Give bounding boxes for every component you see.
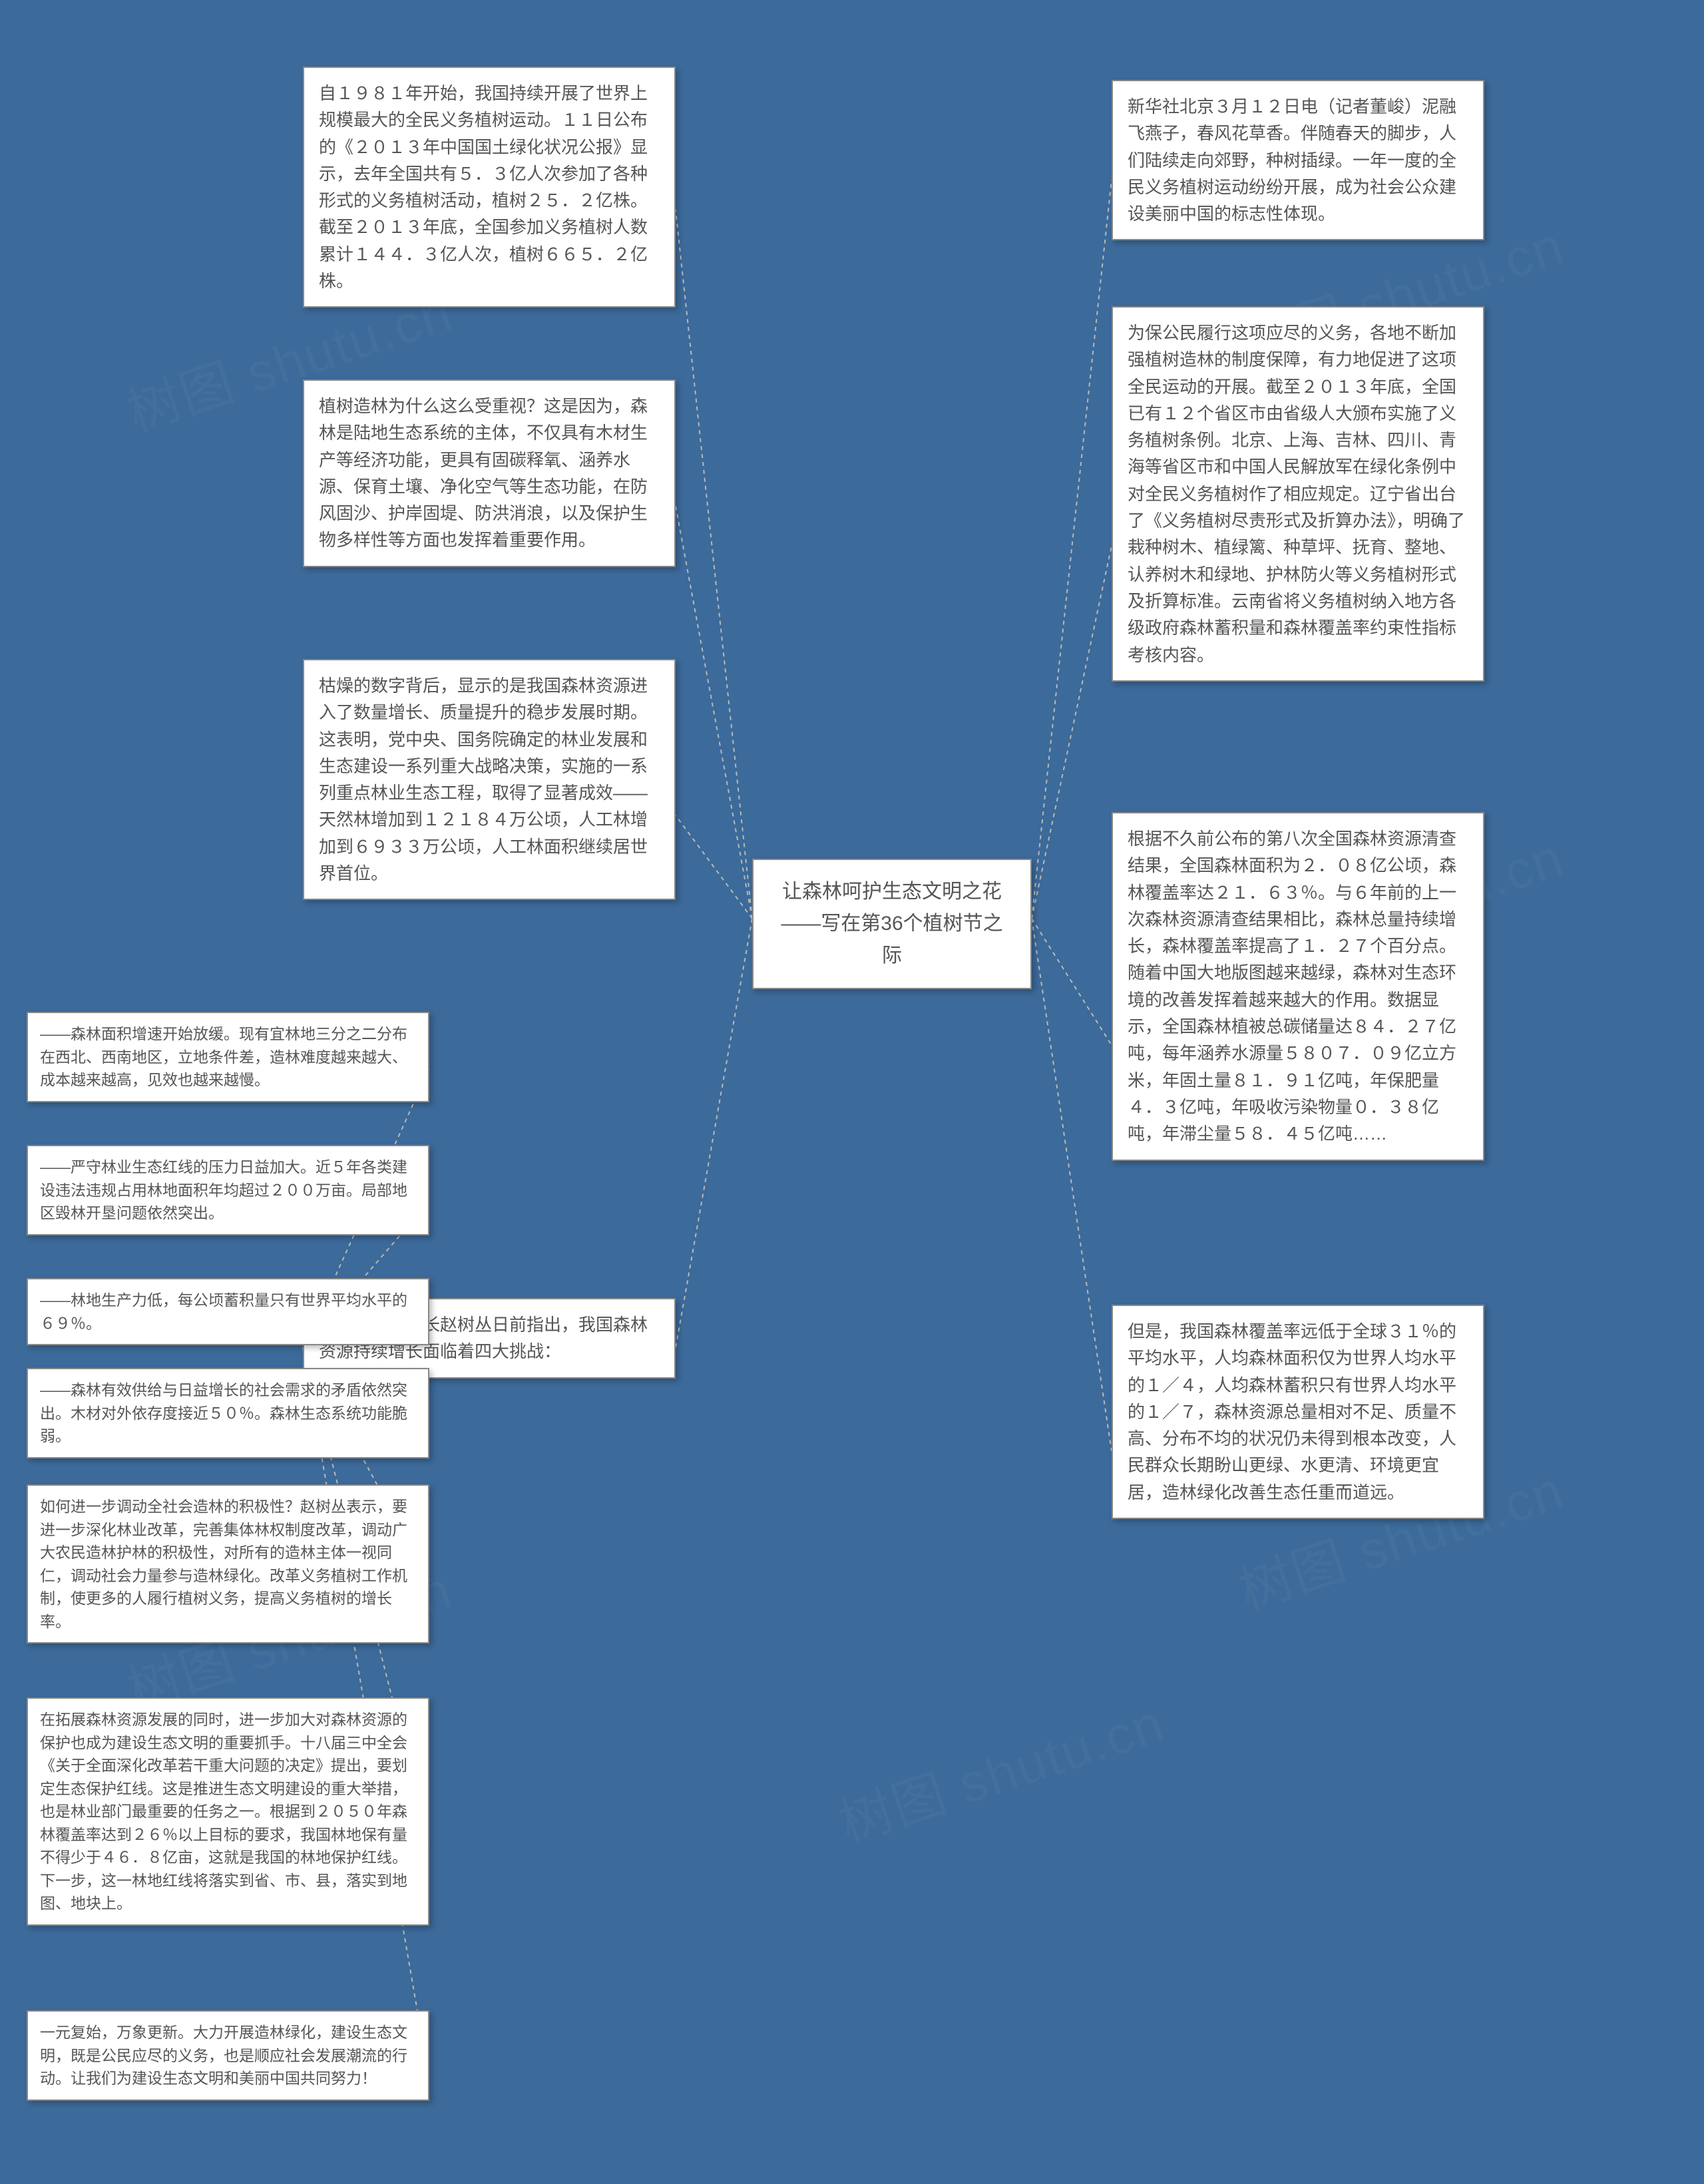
center-title-line1: 让森林呵护生态文明之花 [782,881,1002,903]
node-text: 根据不久前公布的第八次全国森林资源清查结果，全国森林面积为２．０８亿公顷，森林覆… [1128,829,1456,1144]
node-text: 枯燥的数字背后，显示的是我国森林资源进入了数量增长、质量提升的稳步发展时期。这表… [319,676,648,883]
left-main-node-0[interactable]: 自１９８１年开始，我国持续开展了世界上规模最大的全民义务植树运动。１１日公布的《… [303,67,676,308]
node-text: 但是，我国森林覆盖率远低于全球３１％的平均水平，人均森林面积仅为世界人均水平的１… [1128,1321,1456,1502]
node-text: 自１９８１年开始，我国持续开展了世界上规模最大的全民义务植树运动。１１日公布的《… [319,83,648,291]
left-sub-node-4[interactable]: 如何进一步调动全社会造林的积极性？赵树丛表示，要进一步深化林业改革，完善集体林权… [27,1484,429,1643]
node-text: ——林地生产力低，每公顷蓄积量只有世界平均水平的６９％。 [40,1291,407,1332]
node-text: ——严守林业生态红线的压力日益加大。近５年各类建设违法违规占用林地面积年均超过２… [40,1158,407,1221]
left-sub-node-0[interactable]: ——森林面积增速开始放缓。现有宜林地三分之二分布在西北、西南地区，立地条件差，造… [27,1012,429,1102]
left-sub-node-1[interactable]: ——严守林业生态红线的压力日益加大。近５年各类建设违法违规占用林地面积年均超过２… [27,1145,429,1235]
left-main-node-2[interactable]: 枯燥的数字背后，显示的是我国森林资源进入了数量增长、质量提升的稳步发展时期。这表… [303,659,676,900]
node-text: ——森林面积增速开始放缓。现有宜林地三分之二分布在西北、西南地区，立地条件差，造… [40,1025,407,1088]
left-sub-node-2[interactable]: ——林地生产力低，每公顷蓄积量只有世界平均水平的６９％。 [27,1278,429,1345]
left-sub-node-3[interactable]: ——森林有效供给与日益增长的社会需求的矛盾依然突出。木材对外依存度接近５０％。森… [27,1368,429,1458]
left-sub-node-5[interactable]: 在拓展森林资源发展的同时，进一步加大对森林资源的保护也成为建设生态文明的重要抓手… [27,1697,429,1926]
left-main-node-1[interactable]: 植树造林为什么这么受重视？这是因为，森林是陆地生态系统的主体，不仅具有木材生产等… [303,379,676,567]
node-text: ——森林有效供给与日益增长的社会需求的矛盾依然突出。木材对外依存度接近５０％。森… [40,1381,407,1444]
center-title-line3: 际 [882,945,902,967]
node-text: 如何进一步调动全社会造林的积极性？赵树丛表示，要进一步深化林业改革，完善集体林权… [40,1498,407,1630]
watermark: 树图 shutu.cn [828,1681,1173,1858]
right-main-node-2[interactable]: 根据不久前公布的第八次全国森林资源清查结果，全国森林面积为２．０８亿公顷，森林覆… [1112,812,1484,1161]
node-text: 新华社北京３月１２日电（记者董峻）泥融飞燕子，春风花草香。伴随春天的脚步，人们陆… [1128,97,1456,224]
node-text: 为保公民履行这项应尽的义务，各地不断加强植树造林的制度保障，有力地促进了这项全民… [1128,323,1465,665]
center-title-line2: ——写在第36个植树节之 [781,913,1002,935]
right-main-node-0[interactable]: 新华社北京３月１２日电（记者董峻）泥融飞燕子，春风花草香。伴随春天的脚步，人们陆… [1112,80,1484,240]
left-sub-node-6[interactable]: 一元复始，万象更新。大力开展造林绿化，建设生态文明，既是公民应尽的义务，也是顺应… [27,2010,429,2101]
center-node[interactable]: 让森林呵护生态文明之花 ——写在第36个植树节之 际 [752,859,1032,989]
node-text: 植树造林为什么这么受重视？这是因为，森林是陆地生态系统的主体，不仅具有木材生产等… [319,396,648,550]
right-main-node-1[interactable]: 为保公民履行这项应尽的义务，各地不断加强植树造林的制度保障，有力地促进了这项全民… [1112,306,1484,682]
node-text: 一元复始，万象更新。大力开展造林绿化，建设生态文明，既是公民应尽的义务，也是顺应… [40,2024,407,2087]
right-main-node-3[interactable]: 但是，我国森林覆盖率远低于全球３１％的平均水平，人均森林面积仅为世界人均水平的１… [1112,1305,1484,1519]
node-text: 在拓展森林资源发展的同时，进一步加大对森林资源的保护也成为建设生态文明的重要抓手… [40,1711,407,1912]
